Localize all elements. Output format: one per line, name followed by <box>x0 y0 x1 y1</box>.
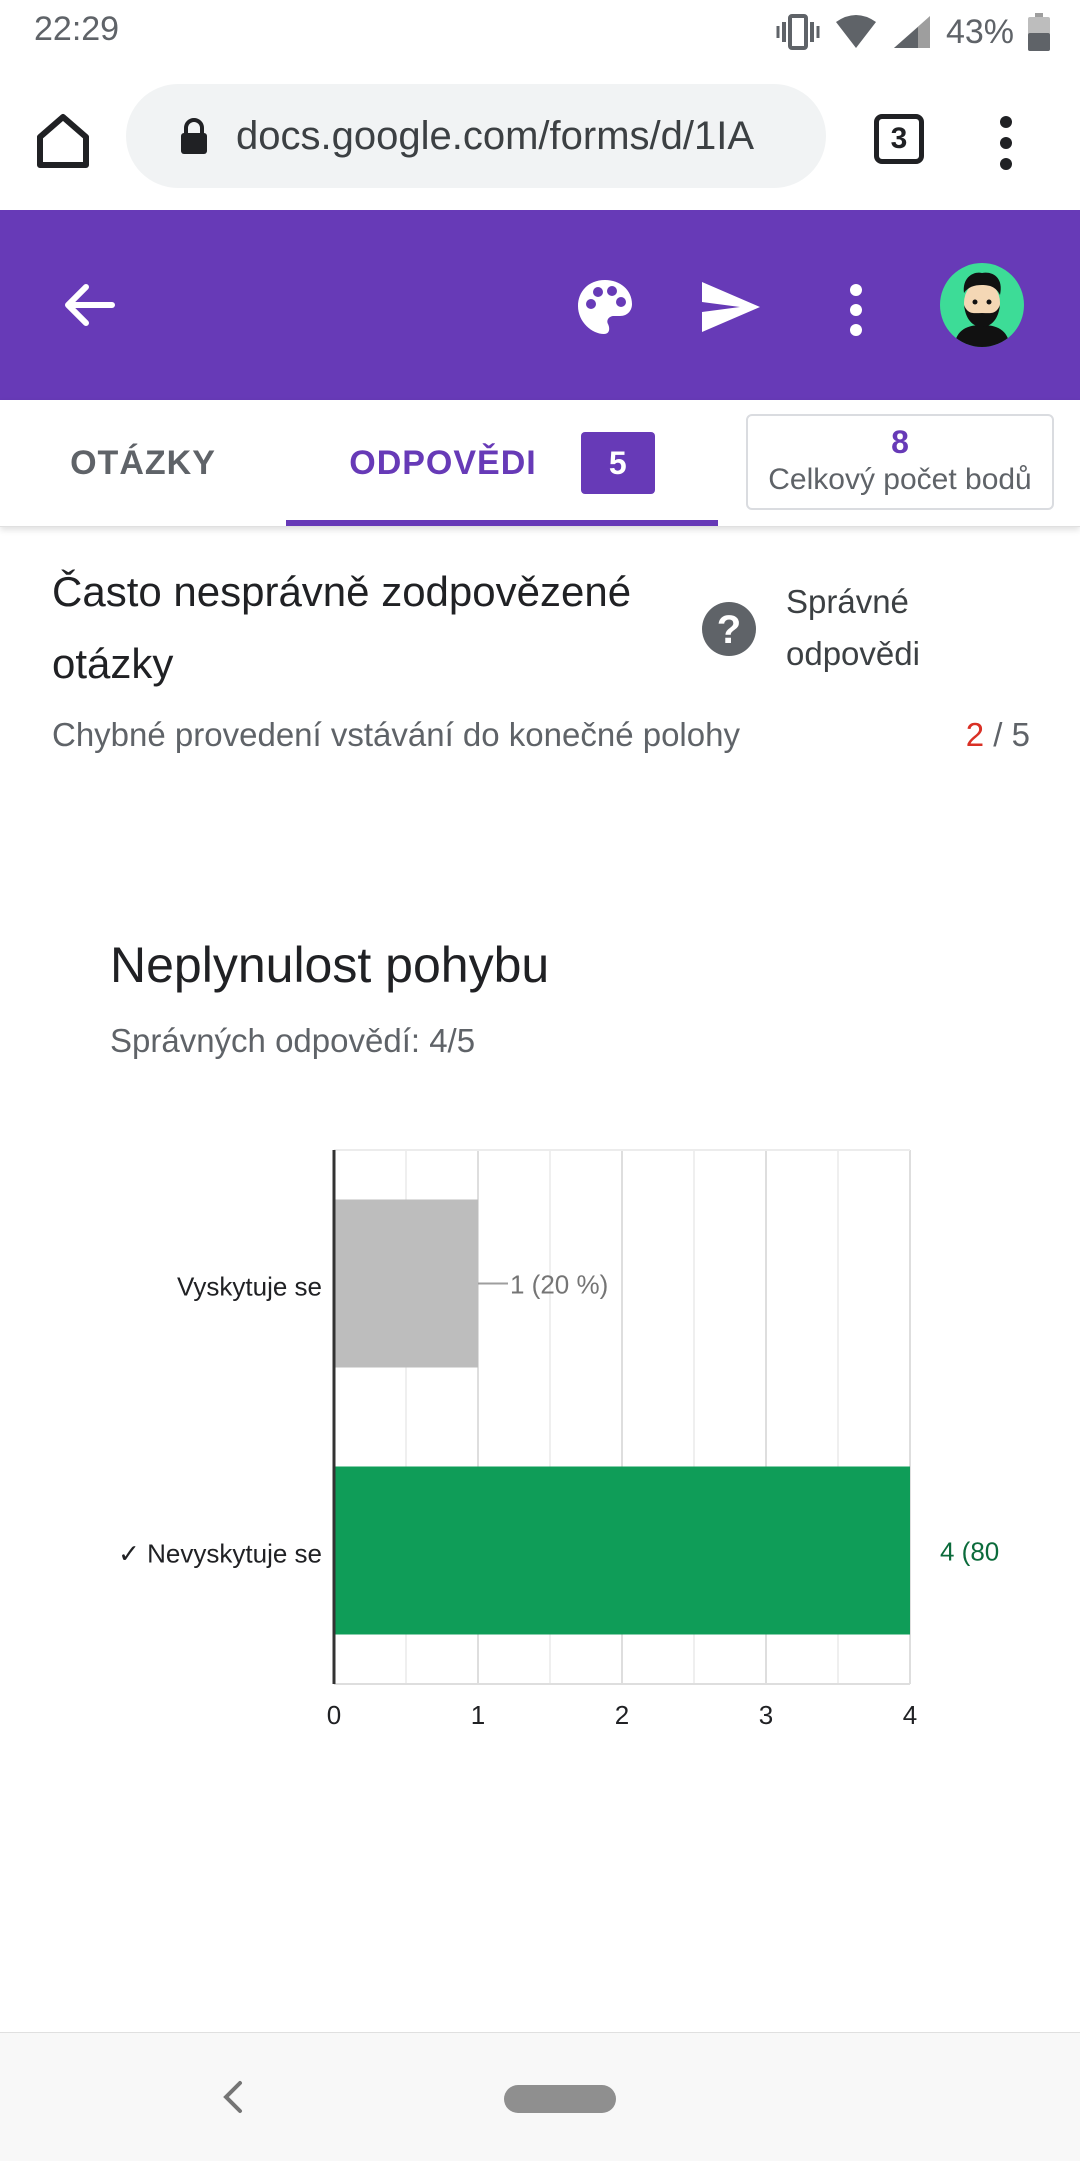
frequently-missed-title: Často nesprávně zodpovězené otázky <box>52 568 632 687</box>
url-text: docs.google.com/forms/d/1IA <box>236 114 755 158</box>
tab-responses[interactable]: ODPOVĚDI 5 <box>286 400 718 526</box>
tab-responses-label: ODPOVĚDI <box>349 443 537 482</box>
x-tick-label: 0 <box>327 1700 341 1730</box>
status-icons: 43% <box>776 10 1050 54</box>
x-tick-label: 4 <box>903 1700 917 1730</box>
status-time: 22:29 <box>34 10 120 48</box>
system-navigation-bar <box>0 2032 1080 2161</box>
data-label: 1 (20 %) <box>510 1270 608 1300</box>
send-icon <box>702 282 760 332</box>
x-tick-label: 1 <box>471 1700 485 1730</box>
category-label: ✓ Nevyskytuje se <box>118 1539 322 1569</box>
question-title: Neplynulost pohybu <box>110 937 550 993</box>
back-button[interactable] <box>56 272 122 338</box>
score-total: 5 <box>1011 716 1030 753</box>
battery-icon <box>1028 13 1050 51</box>
chevron-left-icon <box>223 2081 242 2113</box>
x-tick-label: 3 <box>759 1700 773 1730</box>
total-points-value: 8 <box>891 424 909 460</box>
wifi-icon <box>835 15 876 48</box>
missed-question-score: 2 / 5 <box>966 716 1030 754</box>
more-options-button[interactable] <box>836 270 876 350</box>
more-vert-icon <box>850 284 862 336</box>
browser-toolbar: docs.google.com/forms/d/1IA 3 <box>0 64 1080 210</box>
home-icon <box>37 114 89 168</box>
active-tab-indicator <box>286 520 718 526</box>
total-points-label: Celkový počet bodů <box>768 463 1032 496</box>
customize-theme-button[interactable] <box>572 274 638 340</box>
missed-question-item[interactable]: Chybné provedení vstávání do konečné pol… <box>52 716 740 753</box>
responses-count-badge: 5 <box>580 432 655 494</box>
score-separator: / <box>984 716 1012 753</box>
send-button[interactable] <box>696 272 766 342</box>
vibrate-icon <box>776 14 820 50</box>
browser-menu-button[interactable] <box>988 108 1024 178</box>
help-icon[interactable]: ? <box>702 602 756 656</box>
address-bar[interactable]: docs.google.com/forms/d/1IA <box>126 84 826 188</box>
signal-icon <box>893 16 930 48</box>
x-tick-label: 2 <box>615 1700 629 1730</box>
chart-bar <box>334 1466 910 1635</box>
chart-bar <box>334 1199 478 1368</box>
home-button[interactable] <box>30 107 96 173</box>
battery-percent: 43% <box>945 12 1014 51</box>
tab-switcher-button[interactable]: 3 <box>874 114 924 164</box>
status-bar: 22:29 43% <box>0 0 1080 64</box>
nav-back-button[interactable] <box>212 2073 252 2121</box>
question-correct-count: Správných odpovědí: 4/5 <box>110 1022 476 1059</box>
form-tabs: OTÁZKY ODPOVĚDI 5 8 Celkový počet bodů <box>0 400 1080 527</box>
tab-questions[interactable]: OTÁZKY <box>70 443 216 482</box>
nav-home-pill[interactable] <box>504 2085 616 2113</box>
avatar-icon <box>954 272 1010 347</box>
data-label: 4 (80 <box>940 1537 999 1567</box>
more-vert-icon <box>1000 116 1012 170</box>
account-avatar[interactable] <box>940 263 1024 347</box>
total-points-box: 8 Celkový počet bodů <box>746 414 1054 510</box>
arrow-back-icon <box>65 284 115 326</box>
responses-bar-chart: Vyskytuje se 1 (20 %) ✓ Nevyskytuje se 4 (8… <box>118 1149 999 1730</box>
palette-icon <box>578 280 632 334</box>
lock-icon <box>174 116 214 156</box>
category-label: Vyskytuje se <box>177 1272 322 1302</box>
correct-answers-toggle[interactable]: Správné odpovědi <box>786 583 920 672</box>
forms-app-bar <box>0 210 1080 400</box>
score-correct: 2 <box>965 716 985 753</box>
